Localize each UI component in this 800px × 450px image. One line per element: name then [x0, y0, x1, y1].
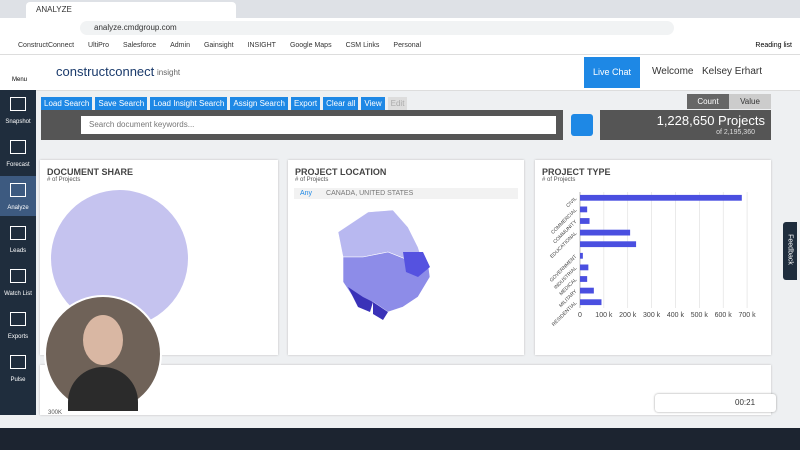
sidebar-label: Snapshot	[5, 119, 31, 125]
bookmark[interactable]: Gainsight	[203, 42, 234, 49]
sidebar-label: Analyze	[7, 205, 29, 211]
sidebar-icon	[10, 183, 26, 197]
bookmark[interactable]: INSIGHT	[247, 42, 276, 49]
toolbar-button[interactable]: Clear all	[323, 97, 359, 110]
menu[interactable]: Menu	[12, 77, 28, 83]
toolbar-button[interactable]: Save Search	[95, 97, 148, 110]
sidebar-label: Watch List	[4, 291, 32, 297]
live-chat[interactable]: Live Chat	[584, 57, 640, 88]
bookmarks-bar: Reading list ConstructConnect UltiPro Sale…	[0, 38, 800, 55]
sidebar-label: Pulse	[10, 377, 26, 383]
toolbar-button[interactable]: View	[361, 97, 385, 110]
count: 1,228,650 Projects	[656, 113, 765, 128]
sidebar-item[interactable]: Snapshot	[0, 90, 36, 130]
crumb-region: CANADA, UNITED STATES	[326, 190, 414, 197]
logo-suffix: insight	[157, 68, 181, 77]
sidebar-icon	[10, 97, 26, 111]
search-button[interactable]	[571, 114, 593, 136]
logo: constructconnect	[56, 64, 155, 79]
address-bar: analyze.cmdgroup.com	[0, 18, 800, 38]
user-name[interactable]: Kelsey Erhart	[702, 66, 763, 77]
bookmark[interactable]: UltiPro	[88, 42, 110, 49]
panel-subtitle: # of Projects	[542, 177, 576, 183]
sidebar-item[interactable]: Forecast	[0, 133, 36, 173]
sidebar-label: Exports	[7, 334, 29, 340]
url[interactable]: analyze.cmdgroup.com	[80, 21, 674, 35]
panel-title: PROJECT LOCATION	[295, 167, 387, 177]
sidebar-icon	[10, 140, 26, 154]
taskbar	[0, 428, 800, 450]
crumb-any[interactable]: Any	[300, 190, 313, 197]
axis-label: 300K	[48, 410, 63, 416]
player-time: 00:21	[735, 398, 756, 407]
sidebar-item[interactable]: Leads	[0, 219, 36, 259]
tab[interactable]: ANALYZE	[26, 2, 236, 18]
count-tab[interactable]: Count	[687, 94, 729, 109]
sidebar-label: Leads	[9, 248, 27, 254]
bookmark[interactable]: Admin	[170, 42, 190, 49]
player-controls: 00:21	[655, 394, 776, 412]
search-band: Search document keywords...	[41, 110, 563, 140]
feedback-tab[interactable]: Feedback	[783, 222, 797, 280]
app-header: Menu constructconnect insight Live Chat …	[0, 55, 800, 91]
search-input[interactable]: Search document keywords...	[81, 116, 556, 134]
shirt	[68, 367, 138, 411]
value-tab[interactable]: Value	[729, 94, 771, 109]
sidebar-label: Forecast	[6, 162, 30, 168]
welcome: Welcome	[652, 66, 694, 77]
bookmark[interactable]: Salesforce	[123, 42, 157, 49]
panel-title: PROJECT TYPE	[542, 167, 611, 177]
reading-list[interactable]: Reading list	[755, 42, 792, 49]
sidebar-icon	[10, 355, 26, 369]
sidebar-item[interactable]: Watch List	[0, 262, 36, 302]
face	[83, 315, 123, 365]
panel-title: DOCUMENT SHARE	[47, 167, 134, 177]
sidebar-icon	[10, 226, 26, 240]
breadcrumb: Any CANADA, UNITED STATES	[294, 188, 518, 199]
bookmark[interactable]: ConstructConnect	[18, 42, 75, 49]
sidebar-item[interactable]: Exports	[0, 305, 36, 345]
project-type-panel: PROJECT TYPE # of Projects	[535, 160, 771, 355]
toolbar-button[interactable]: Edit	[387, 97, 408, 110]
toolbar-button[interactable]: Load Insight Search	[150, 97, 228, 110]
sidebar-icon	[10, 269, 26, 283]
toolbar-button[interactable]: Assign Search	[230, 97, 288, 110]
sidebar-item[interactable]: Pulse	[0, 348, 36, 388]
sidebar-icon	[10, 312, 26, 326]
bottom-panel: 300K	[40, 365, 771, 416]
toolbar-button[interactable]: Export	[290, 97, 321, 110]
sidebar-item[interactable]: Analyze	[0, 176, 36, 216]
bookmark[interactable]: Google Maps	[289, 42, 332, 49]
project-location-panel: PROJECT LOCATION # of Projects Any CANAD…	[288, 160, 524, 355]
toolbar: Load Search Save Search Load Insight Searc…	[41, 93, 410, 110]
bookmark[interactable]: Personal	[393, 42, 422, 49]
panel-subtitle: # of Projects	[295, 177, 329, 183]
tab-strip: ANALYZE	[0, 0, 800, 18]
panel-subtitle: # of Projects	[47, 177, 81, 183]
bookmark[interactable]: CSM Links	[345, 42, 380, 49]
sidebar: Snapshot Forecast Analyze Leads Watch List Ex…	[0, 90, 36, 415]
of-total: of 2,195,360	[716, 129, 755, 136]
map	[337, 209, 431, 320]
webcam-overlay	[44, 295, 162, 413]
count-box: 1,228,650 Projects of 2,195,360	[600, 110, 771, 140]
toolbar-button[interactable]: Load Search	[41, 97, 93, 110]
feedback[interactable]: Feedback	[786, 234, 794, 265]
